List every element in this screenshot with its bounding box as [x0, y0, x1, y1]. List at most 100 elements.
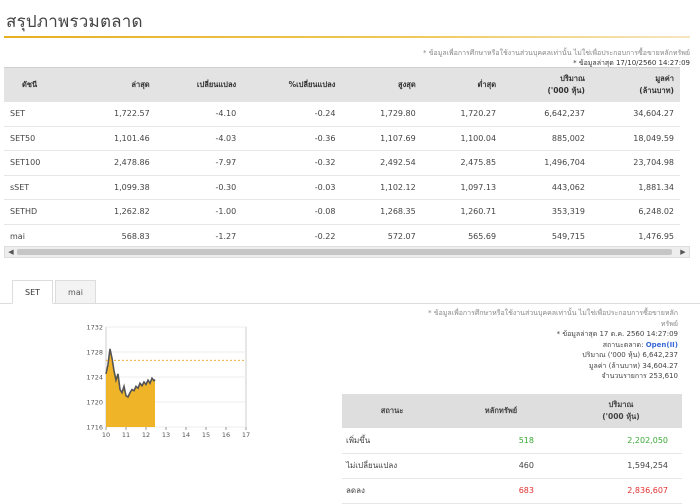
- last-value: 2,478.86: [75, 150, 156, 176]
- col-volume: ปริมาณ ('000 หุ้น): [560, 394, 682, 428]
- scroll-left-icon[interactable]: ◀: [8, 248, 14, 256]
- col-low: ต่ำสุด: [421, 67, 503, 102]
- low-value: 565.69: [421, 224, 503, 249]
- tab-set[interactable]: SET: [12, 280, 54, 304]
- low-value: 1,260.71: [421, 199, 503, 225]
- x-tick-label: 11: [122, 431, 130, 439]
- index-link-set50[interactable]: SET50: [4, 126, 76, 151]
- col-index: ดัชนี: [4, 67, 76, 102]
- volume-value: 885,002: [502, 126, 591, 151]
- value-value: 23,704.98: [590, 150, 680, 176]
- last-updated: * ข้อมูลล่าสุด 17/10/2560 14:27:09: [573, 59, 690, 67]
- value-label: มูลค่า (ล้านบาท): [588, 361, 641, 370]
- value-value: 6,248.02: [590, 199, 680, 225]
- summary-row-decline: ลดลง 683 2,836,607: [342, 478, 682, 504]
- x-tick-label: 17: [242, 431, 250, 439]
- high-value: 1,729.80: [341, 101, 422, 127]
- pct-change-value: -0.08: [242, 199, 342, 225]
- trades-value: 253,610: [649, 372, 678, 380]
- disclaimer-note: * ข้อมูลเพื่อการศึกษาหรือใช้งานส่วนบุคคล…: [423, 49, 690, 57]
- last-value: 1,262.82: [75, 199, 156, 225]
- chart-series-line: [105, 348, 156, 399]
- status-badge: Open(II): [645, 340, 678, 349]
- volume-value: 6,642,237: [642, 351, 678, 359]
- table-row: SETHD 1,262.82 -1.00 -0.08 1,268.35 1,26…: [4, 199, 680, 225]
- status-label: เพิ่มขึ้น: [342, 428, 442, 454]
- high-value: 572.07: [341, 224, 422, 249]
- col-status: สถานะ: [342, 394, 442, 428]
- info-disclaimer-cont: ทรัพย์: [660, 319, 678, 328]
- col-volume: ปริมาณ ('000 หุ้น): [502, 67, 591, 102]
- last-value: 1,099.38: [75, 175, 156, 200]
- status-label: สถานะตลาด:: [602, 340, 644, 349]
- col-value-l2: (ล้านบาท): [639, 85, 674, 95]
- low-value: 1,097.13: [421, 175, 503, 200]
- market-summary-table: ดัชนี ล่าสุด เปลี่ยนแปลง %เปลี่ยนแปลง สู…: [4, 67, 690, 249]
- volume-value: 1,496,704: [502, 150, 591, 176]
- col-volume-l1: ปริมาณ: [560, 73, 585, 83]
- y-tick-label: 1716: [86, 424, 103, 432]
- col-change: เปลี่ยนแปลง: [155, 67, 243, 102]
- pct-change-value: -0.22: [242, 224, 342, 249]
- page-title: สรุปภาพรวมตลาด: [6, 12, 143, 32]
- index-link-set100[interactable]: SET100: [4, 150, 76, 176]
- last-value: 568.83: [75, 224, 156, 249]
- col-volume-l2: ('000 หุ้น): [602, 412, 640, 421]
- change-value: -0.30: [155, 175, 243, 200]
- volume-value: 2,202,050: [560, 428, 682, 454]
- value-value: 1,476.95: [590, 224, 680, 249]
- pct-change-value: -0.36: [242, 126, 342, 151]
- last-value: 1,722.57: [75, 101, 156, 127]
- x-tick-label: 15: [202, 431, 210, 439]
- scroll-right-icon[interactable]: ▶: [680, 248, 686, 256]
- info-updated: * ข้อมูลล่าสุด 17 ต.ค. 2560 14:27:09: [556, 330, 678, 338]
- table-row: mai 568.83 -1.27 -0.22 572.07 565.69 549…: [4, 224, 680, 249]
- volume-label: ปริมาณ ('000 หุ้น): [582, 351, 641, 359]
- horizontal-scrollbar[interactable]: ◀ ▶: [4, 246, 690, 258]
- volume-value: 353,319: [502, 199, 591, 225]
- col-securities: หลักทรัพย์: [442, 394, 560, 428]
- value-value: 18,049.59: [590, 126, 680, 151]
- index-name: SET: [4, 101, 76, 127]
- info-trades-row: จำนวนรายการ 253,610: [348, 371, 678, 382]
- volume-value: 443,062: [502, 175, 591, 200]
- index-link-sethd[interactable]: SETHD: [4, 199, 76, 225]
- x-tick-label: 14: [182, 431, 190, 439]
- high-value: 1,107.69: [341, 126, 422, 151]
- x-tick-label: 13: [162, 431, 170, 439]
- change-value: -1.27: [155, 224, 243, 249]
- value-value: 1,881.34: [590, 175, 680, 200]
- col-last: ล่าสุด: [75, 67, 156, 102]
- chart-area-fill: [106, 348, 155, 427]
- market-info: * ข้อมูลเพื่อการศึกษาหรือใช้งานส่วนบุคคล…: [348, 308, 678, 382]
- tab-mai[interactable]: mai: [55, 280, 96, 304]
- last-value: 1,101.46: [75, 126, 156, 151]
- pct-change-value: -0.32: [242, 150, 342, 176]
- volume-value: 549,715: [502, 224, 591, 249]
- high-value: 2,492.54: [341, 150, 422, 176]
- volume-value: 6,642,237: [502, 101, 591, 127]
- trades-label: จำนวนรายการ: [601, 372, 647, 380]
- volume-value: 1,594,254: [560, 453, 682, 479]
- change-value: -7.97: [155, 150, 243, 176]
- summary-row-unchanged: ไม่เปลี่ยนแปลง 460 1,594,254: [342, 453, 682, 479]
- value-value: 34,604.27: [590, 101, 680, 127]
- table-row: SET100 2,478.86 -7.97 -0.32 2,492.54 2,4…: [4, 150, 680, 176]
- summary-row-advance: เพิ่มขึ้น 518 2,202,050: [342, 428, 682, 454]
- info-disclaimer: * ข้อมูลเพื่อการศึกษาหรือใช้งานส่วนบุคคล…: [428, 309, 678, 317]
- market-tabs: SET mai: [12, 280, 98, 304]
- info-volume-row: ปริมาณ ('000 หุ้น) 6,642,237: [348, 350, 678, 361]
- tabs-divider: [0, 303, 700, 304]
- index-name: mai: [4, 224, 76, 249]
- value-value: 34,604.27: [642, 361, 678, 370]
- scrollbar-thumb[interactable]: [17, 249, 672, 255]
- y-tick-label: 1724: [86, 374, 103, 382]
- col-volume-l1: ปริมาณ: [608, 400, 634, 409]
- index-link-sset[interactable]: sSET: [4, 175, 76, 200]
- low-value: 1,720.27: [421, 101, 503, 127]
- table-row: SET50 1,101.46 -4.03 -0.36 1,107.69 1,10…: [4, 126, 680, 151]
- x-tick-label: 12: [142, 431, 150, 439]
- col-volume-l2: ('000 หุ้น): [547, 85, 585, 95]
- title-rule: [4, 36, 690, 38]
- high-value: 1,268.35: [341, 199, 422, 225]
